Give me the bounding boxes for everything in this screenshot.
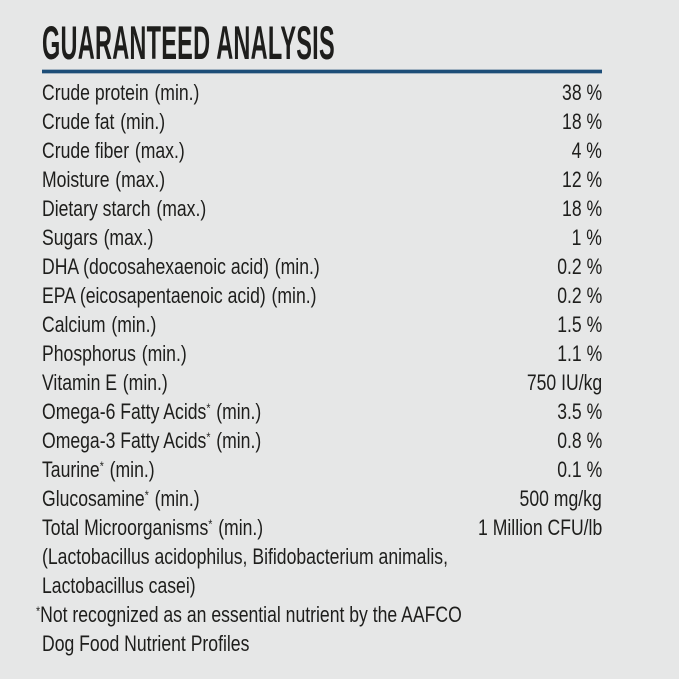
table-row: EPA (eicosapentaenoic acid) (min.) 0.2 %	[42, 281, 602, 310]
nutrient-value: 0.8 %	[556, 428, 602, 454]
table-row: DHA (docosahexaenoic acid) (min.) 0.2 %	[42, 252, 602, 281]
nutrient-label: Taurine* (min.)	[42, 457, 155, 483]
nutrient-value: 0.2 %	[556, 254, 602, 280]
nutrient-label: Omega-6 Fatty Acids* (min.)	[42, 399, 262, 425]
microorganisms-species-note: (Lactobacillus acidophilus, Bifidobacter…	[42, 542, 602, 600]
nutrient-label: Glucosamine* (min.)	[42, 486, 200, 512]
footnote-marker: *	[206, 429, 211, 445]
footnote-marker: *	[206, 400, 211, 416]
nutrient-value: 0.2 %	[556, 283, 602, 309]
nutrient-value: 1 Million CFU/lb	[477, 515, 602, 541]
nutrient-label: Moisture (max.)	[42, 167, 166, 193]
nutrient-label: Omega-3 Fatty Acids* (min.)	[42, 428, 262, 454]
nutrient-value: 38 %	[561, 80, 602, 106]
nutrient-value: 4 %	[571, 138, 602, 164]
nutrient-label: Crude protein (min.)	[42, 80, 200, 106]
nutrient-value: 0.1 %	[556, 457, 602, 483]
table-row: Omega-3 Fatty Acids* (min.) 0.8 %	[42, 426, 602, 455]
footnote-marker: *	[36, 603, 41, 619]
note-line: (Lactobacillus acidophilus, Bifidobacter…	[42, 544, 448, 570]
footnote-marker: *	[99, 458, 104, 474]
table-row: Phosphorus (min.) 1.1 %	[42, 339, 602, 368]
nutrient-label: Total Microorganisms* (min.)	[42, 515, 264, 541]
table-row: Dietary starch (max.) 18 %	[42, 194, 602, 223]
table-row: Taurine* (min.) 0.1 %	[42, 455, 602, 484]
nutrient-value: 1.1 %	[556, 341, 602, 367]
analysis-table: Crude protein (min.) 38 % Crude fat (min.) 1…	[42, 78, 602, 542]
nutrient-value: 18 %	[561, 109, 602, 135]
table-row: Total Microorganisms* (min.) 1 Million CFU…	[42, 513, 602, 542]
nutrient-label: Calcium (min.)	[42, 312, 157, 338]
aafco-footnote: *Not recognized as an essential nutrient…	[36, 600, 602, 658]
nutrient-label: Crude fat (min.)	[42, 109, 166, 135]
nutrient-label: Dietary starch (max.)	[42, 196, 207, 222]
nutrient-label: DHA (docosahexaenoic acid) (min.)	[42, 254, 320, 280]
nutrient-label: Sugars (max.)	[42, 225, 154, 251]
note-line: Lactobacillus casei)	[42, 573, 196, 599]
nutrient-value: 3.5 %	[556, 399, 602, 425]
footnote-line: Dog Food Nutrient Profiles	[42, 631, 250, 657]
nutrient-label: Crude fiber (max.)	[42, 138, 185, 164]
nutrient-value: 12 %	[561, 167, 602, 193]
section-title: GUARANTEED ANALYSIS	[42, 16, 335, 69]
nutrient-value: 1 %	[571, 225, 602, 251]
table-row: Omega-6 Fatty Acids* (min.) 3.5 %	[42, 397, 602, 426]
nutrient-value: 500 mg/kg	[519, 486, 602, 512]
footnote-line: *Not recognized as an essential nutrient…	[36, 602, 462, 628]
table-row: Calcium (min.) 1.5 %	[42, 310, 602, 339]
nutrient-value: 1.5 %	[556, 312, 602, 338]
nutrient-label: Phosphorus (min.)	[42, 341, 187, 367]
nutrient-value: 18 %	[561, 196, 602, 222]
table-row: Moisture (max.) 12 %	[42, 165, 602, 194]
footnote-marker: *	[144, 487, 149, 503]
table-row: Crude fiber (max.) 4 %	[42, 136, 602, 165]
table-row: Crude fat (min.) 18 %	[42, 107, 602, 136]
table-row: Vitamin E (min.) 750 IU/kg	[42, 368, 602, 397]
title-divider	[42, 70, 602, 74]
nutrient-label: EPA (eicosapentaenoic acid) (min.)	[42, 283, 317, 309]
footnote-marker: *	[208, 516, 213, 532]
table-row: Sugars (max.) 1 %	[42, 223, 602, 252]
table-row: Glucosamine* (min.) 500 mg/kg	[42, 484, 602, 513]
nutrient-label: Vitamin E (min.)	[42, 370, 168, 396]
nutrient-value: 750 IU/kg	[526, 370, 602, 396]
table-row: Crude protein (min.) 38 %	[42, 78, 602, 107]
